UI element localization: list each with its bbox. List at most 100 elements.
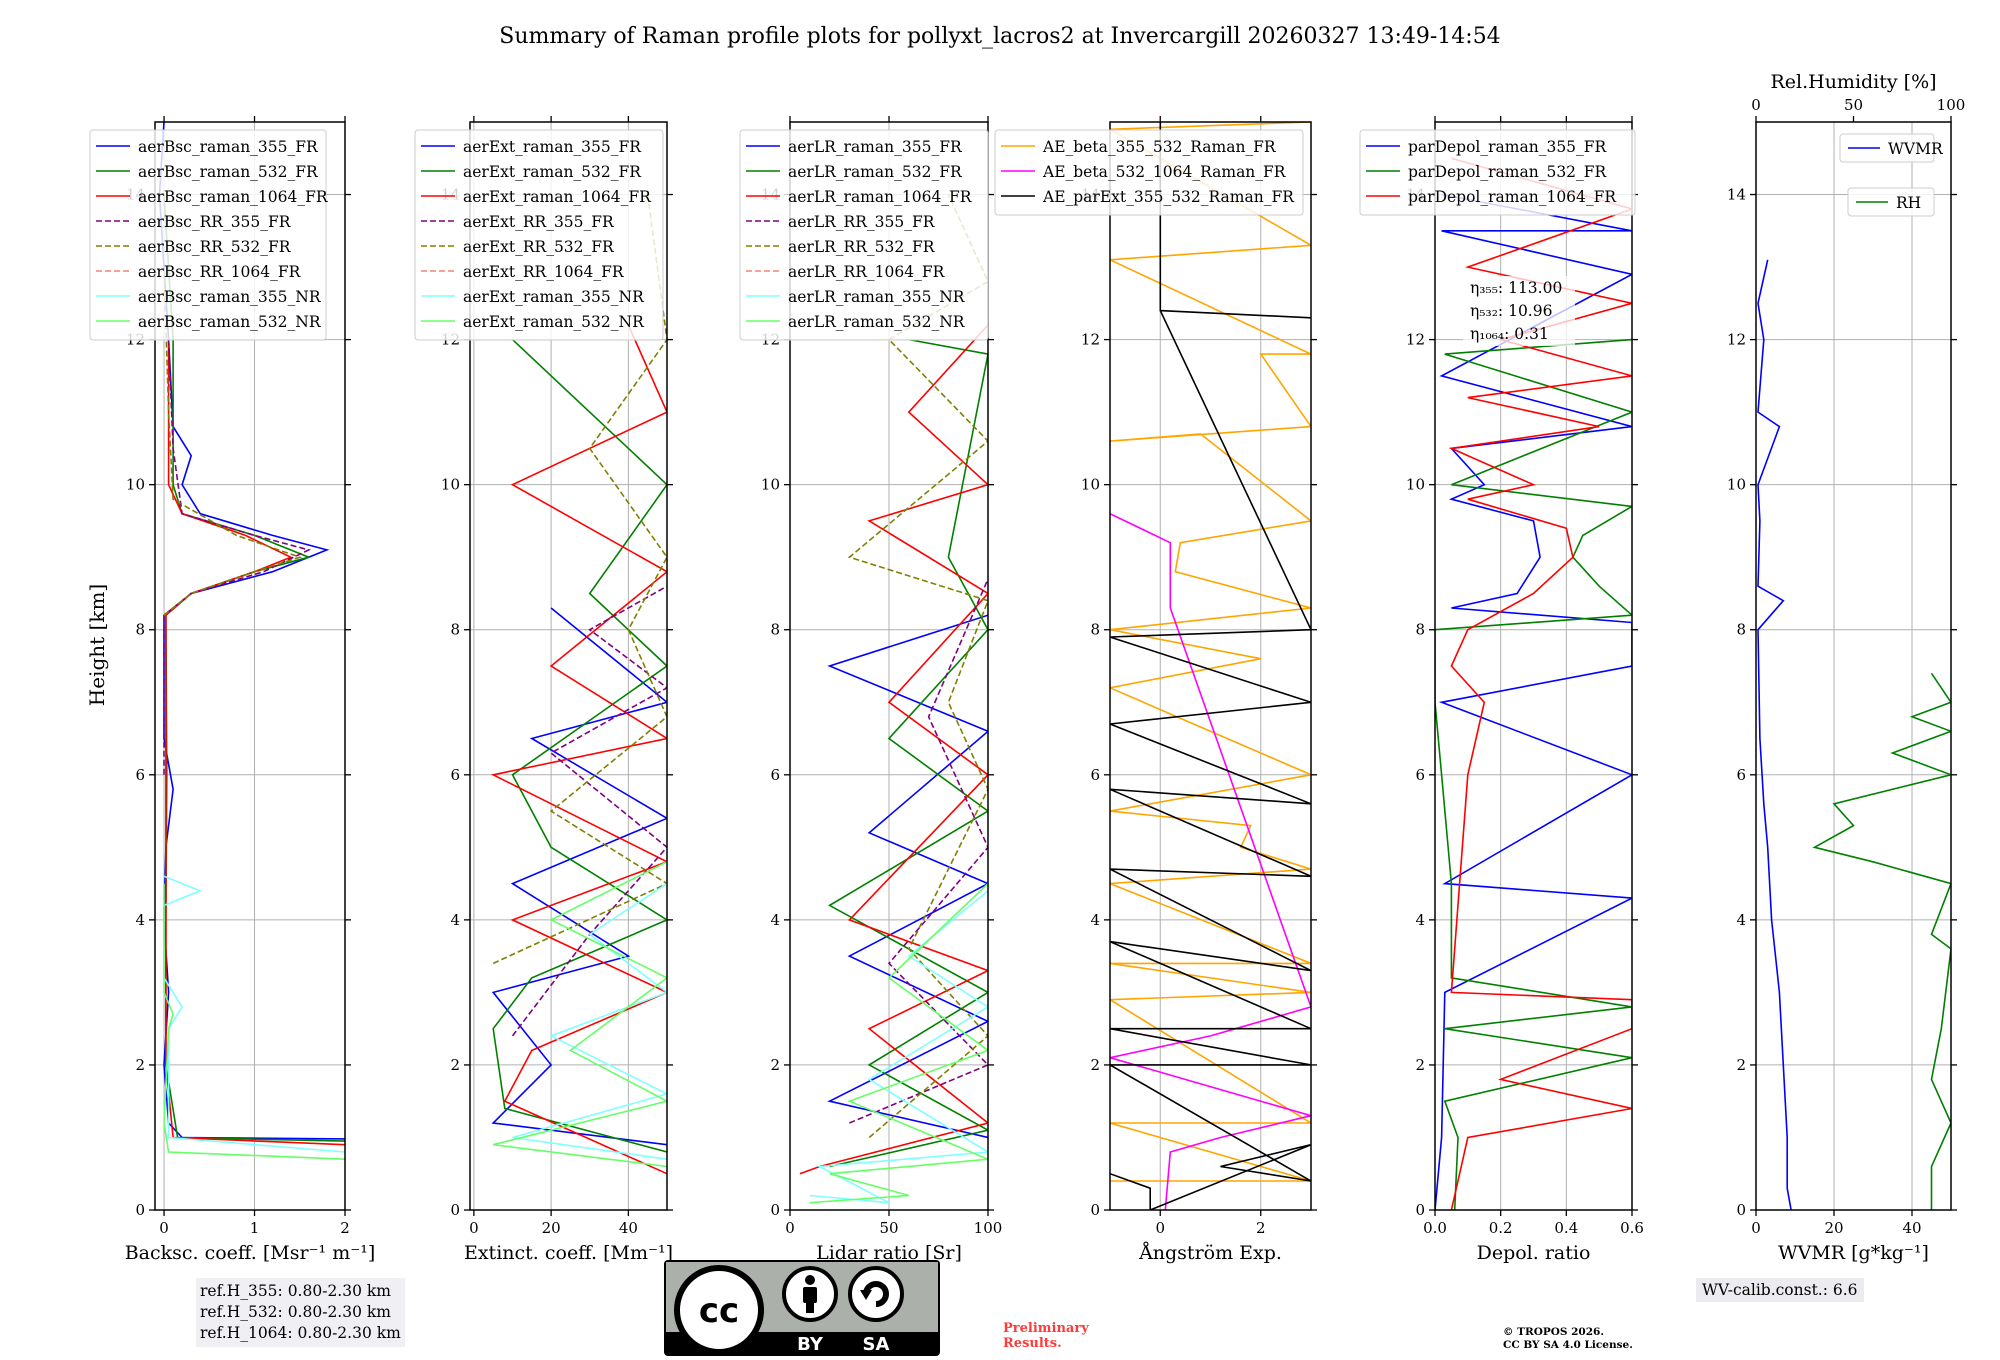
legend-box: [739, 129, 989, 341]
reference-height-box: ref.H_355: 0.80-2.30 km ref.H_532: 0.80-…: [196, 1278, 405, 1347]
legend-label: aerExt_RR_1064_FR: [463, 263, 625, 281]
panel-lr: 02468101214050100Lidar ratio [Sr]aerLR_r…: [739, 116, 1003, 1264]
height-tick-label: 4: [770, 911, 780, 929]
copyright-note: © TROPOS 2026. CC BY SA 4.0 License.: [1503, 1326, 1633, 1352]
legend-ext: aerExt_raman_355_FR aerExt_raman_532_FRae…: [414, 129, 664, 341]
legend-label: aerExt_RR_532_FR: [463, 238, 615, 256]
height-tick-label: 0: [1736, 1201, 1746, 1219]
x-tick-label: 0.2: [1489, 1219, 1513, 1237]
height-axis-label: Height [km]: [85, 584, 109, 706]
x-tick-label: 40: [619, 1219, 638, 1237]
legend-label: aerLR_raman_355_NR: [788, 288, 966, 306]
height-tick-label: 4: [1736, 911, 1746, 929]
height-tick-label: 8: [1090, 621, 1100, 639]
height-tick-label: 2: [1090, 1056, 1100, 1074]
x-tick-label: 20: [542, 1219, 561, 1237]
x-tick-label: 1: [250, 1219, 260, 1237]
legend-label: aerBsc_raman_532_NR: [138, 313, 322, 331]
panels: 02468101214012Backsc. coeff. [Msr⁻¹ m⁻¹]…: [89, 71, 1965, 1264]
series-aerBsc_raman_355_NR: [163, 875, 345, 1153]
height-tick-label: 10: [1081, 476, 1100, 494]
legend-label: parDepol_raman_355_FR: [1408, 138, 1608, 156]
height-tick-label: 12: [1081, 331, 1100, 349]
height-tick-label: 0: [770, 1201, 780, 1219]
legend-depol: parDepol_raman_355_FR parDepol_raman_532_…: [1359, 129, 1636, 216]
series-group-ext: [490, 194, 667, 1175]
series-aerExt_raman_532_NR: [493, 861, 667, 1168]
series-aerLR_raman_355_FR: [827, 614, 988, 1139]
height-tick-label: 2: [770, 1056, 780, 1074]
legend-label: aerLR_raman_355_FR: [788, 138, 963, 156]
frame-ext: [469, 121, 668, 1211]
series-aerExt_raman_1064_FR: [490, 324, 667, 1175]
legend-label: aerLR_RR_355_FR: [788, 213, 936, 231]
wv-calibration-box: WV-calib.const.: 6.6: [1696, 1278, 1864, 1302]
grid-wv: [1755, 122, 1951, 1211]
panel-ae: 0246810121402Ångström Exp.AE_beta_355_53…: [994, 116, 1317, 1264]
panel-wv: 0 2 4 6 8 10 12 14 0 20 40 WVMR [g*kg⁻¹] 0 50 100Rel.H…: [1727, 71, 1965, 1264]
legend-label: aerLR_RR_1064_FR: [788, 263, 946, 281]
series-aerLR_raman_1064_FR: [799, 324, 988, 1175]
height-tick-label: 12: [1727, 331, 1746, 349]
series-aerLR_RR_355_FR: [849, 578, 988, 1124]
height-tick-label: 6: [135, 766, 145, 784]
legend-box: [994, 129, 1304, 216]
x-tick-label: 20: [1824, 1219, 1843, 1237]
legend-label: aerExt_RR_355_FR: [463, 213, 615, 231]
cc-sa-label: SA: [863, 1334, 890, 1355]
ref-height-1064: ref.H_1064: 0.80-2.30 km: [200, 1324, 401, 1342]
height-tick-label: 4: [450, 911, 460, 929]
top-tick-label: 100: [1937, 96, 1966, 114]
series-group-ae: [1110, 122, 1311, 1210]
frame-depol: [1434, 121, 1633, 1211]
preliminary-line-2: Results.: [1003, 1336, 1062, 1351]
height-tick-label: 2: [135, 1056, 145, 1074]
frame-bsc: [154, 121, 346, 1211]
eta-box: [1463, 276, 1575, 346]
x-tick-label: 2: [1256, 1219, 1266, 1237]
x-axis-label-wv: WVMR [g*kg⁻¹]: [1778, 1242, 1929, 1264]
height-tick-label: 0: [1090, 1201, 1100, 1219]
series-AE_beta_355_532_Raman_FR: [1110, 122, 1311, 1182]
ref-height-355: ref.H_355: 0.80-2.30 km: [200, 1282, 391, 1300]
series-group-bsc: [158, 122, 345, 1160]
height-tick-label: 8: [135, 621, 145, 639]
series-group-wv: [1757, 259, 1951, 1210]
legend-label: WVMR: [1888, 140, 1944, 158]
series-aerLR_raman_532_NR: [809, 883, 988, 1204]
legend-box: [414, 129, 664, 341]
legend-label: aerLR_RR_532_FR: [788, 238, 936, 256]
legend-label: AE_parExt_355_532_Raman_FR: [1042, 188, 1295, 206]
series-aerExt_RR_355_FR: [511, 585, 667, 1037]
top-tick-label: 0: [1751, 96, 1761, 114]
height-tick-label: 2: [1736, 1056, 1746, 1074]
frame-wv: [1755, 121, 1952, 1211]
legend-label: aerBsc_RR_1064_FR: [138, 263, 302, 281]
series-aerBsc_raman_532_NR: [163, 883, 345, 1160]
legend-label: aerExt_raman_355_FR: [463, 138, 642, 156]
series-aerLR_raman_532_FR: [827, 338, 988, 1168]
x-tick-label: 40: [1902, 1219, 1921, 1237]
x-tick-label: 100: [974, 1219, 1003, 1237]
height-tick-label: 6: [1415, 766, 1425, 784]
series-aerExt_raman_355_NR: [512, 882, 667, 1160]
cc-by-sa-license-badge: cc BY SA: [664, 1260, 940, 1356]
height-tick-label: 6: [770, 766, 780, 784]
legend-label: aerExt_raman_355_NR: [463, 288, 645, 306]
height-tick-label: 6: [450, 766, 460, 784]
legend-label: aerBsc_raman_355_NR: [138, 288, 322, 306]
by-person-icon: [782, 1266, 838, 1322]
series-aerExt_raman_355_FR: [491, 607, 667, 1146]
height-tick-label: 10: [126, 476, 145, 494]
eta-355: η₃₅₅: 113.00: [1470, 279, 1562, 297]
height-tick-label: 4: [1415, 911, 1425, 929]
top-tick-label: 50: [1844, 96, 1863, 114]
legend-wv: RH: [1847, 187, 1935, 217]
series-aerExt_raman_532_FR: [492, 339, 667, 1153]
legend-label: aerBsc_raman_532_FR: [138, 163, 319, 181]
series-aerLR_raman_355_NR: [809, 890, 988, 1204]
height-tick-label: 14: [1727, 186, 1746, 204]
cc-symbol-text: cc: [699, 1291, 739, 1331]
legend-label: parDepol_raman_1064_FR: [1408, 188, 1617, 206]
